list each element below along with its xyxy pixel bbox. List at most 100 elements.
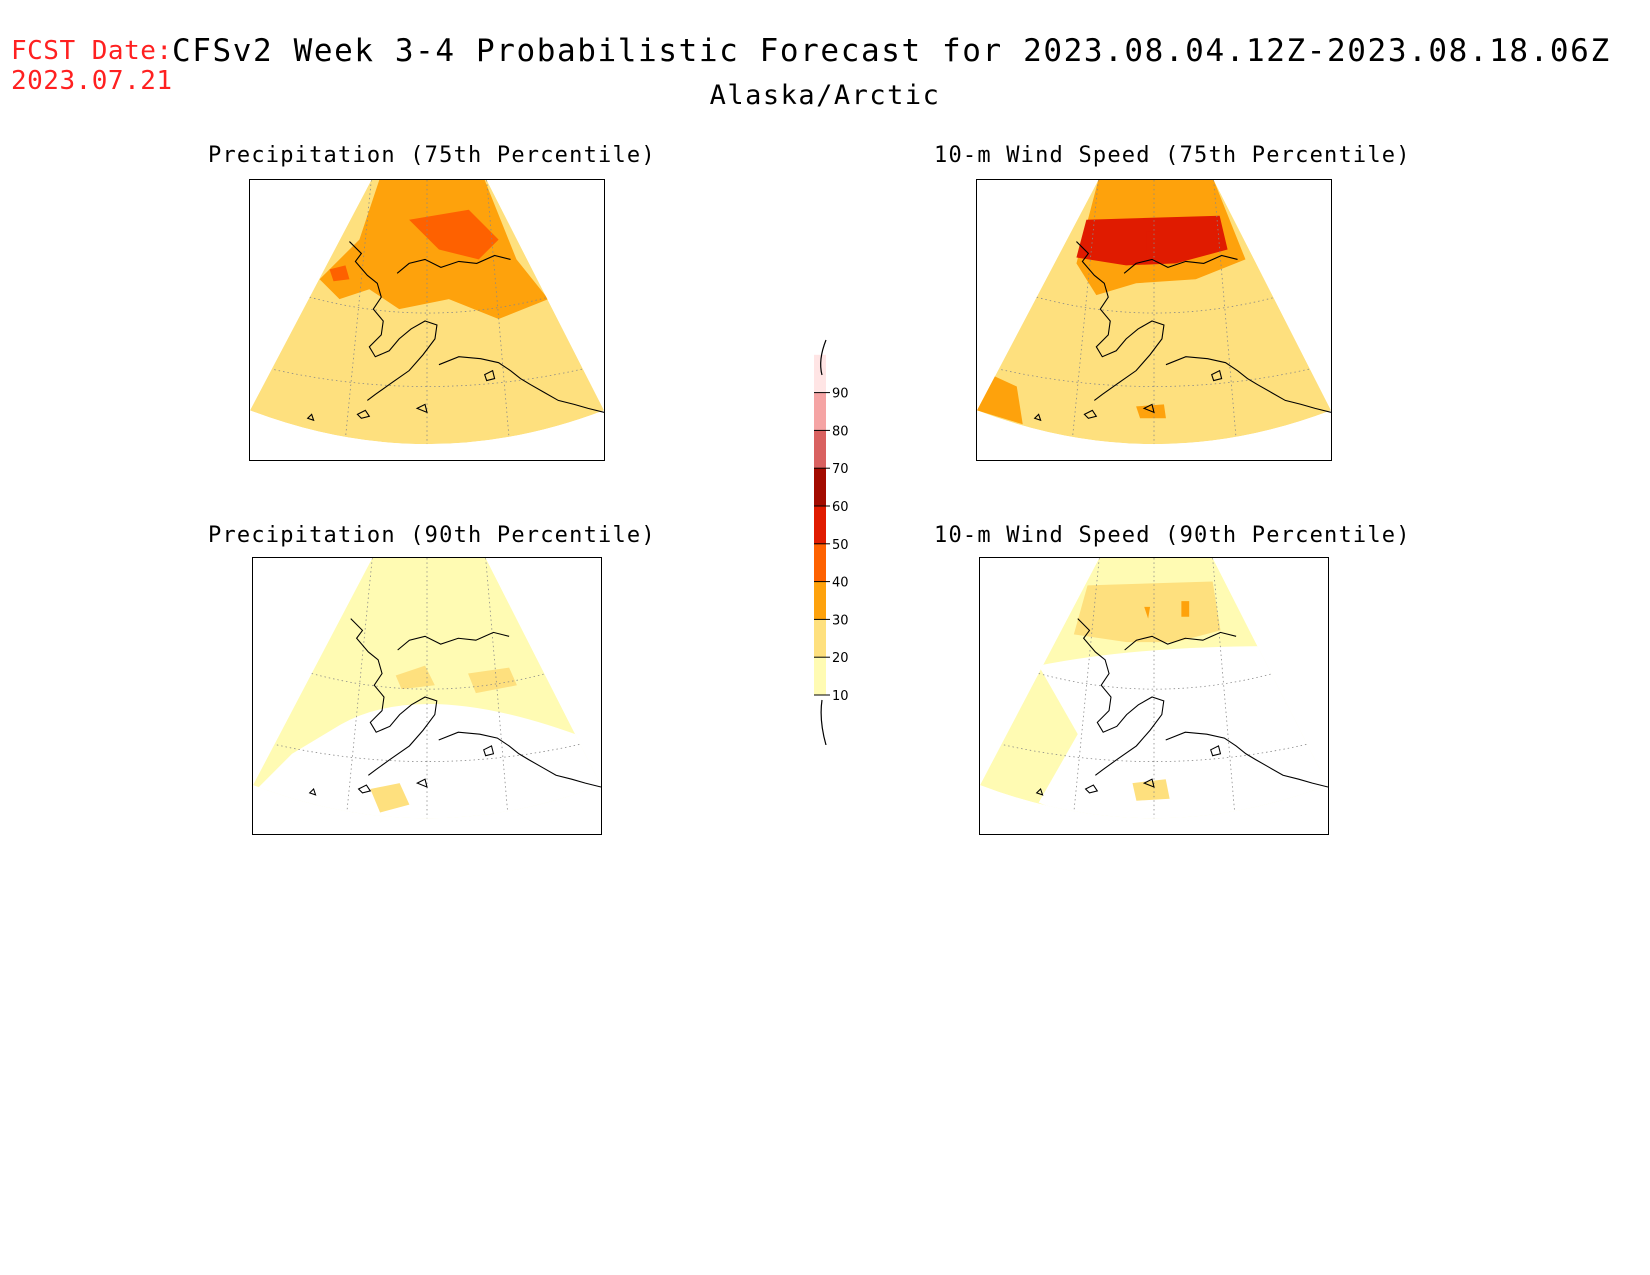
map-svg-precip75: [250, 180, 604, 445]
panel-title-wind75: 10-m Wind Speed (75th Percentile): [934, 143, 1411, 168]
map-svg-precip90: [253, 558, 601, 819]
colorbar-swatch-60: [814, 468, 826, 506]
grid-line-1: [996, 368, 1312, 387]
coastline: [1033, 241, 1331, 422]
island-3: [1210, 745, 1222, 757]
island-1: [1142, 403, 1155, 414]
colorbar-label-50: 50: [832, 538, 849, 553]
peak-probability-area-0: [1144, 606, 1151, 619]
map-panel-precip90: [252, 557, 602, 835]
probability-colorbar: 10 20 30 40 50 60 70 80 90: [814, 339, 849, 745]
colorbar-swatch-40: [814, 543, 826, 582]
coastline: [306, 241, 604, 422]
panel-title-wind90: 10-m Wind Speed (90th Percentile): [934, 523, 1411, 548]
grid-line-4: [1213, 180, 1240, 445]
island-2: [1035, 787, 1044, 796]
grid-line-3: [342, 558, 373, 819]
grid-line-4: [1212, 558, 1239, 819]
base-shading: [977, 180, 1331, 445]
island-1: [415, 778, 428, 788]
map-svg-wind90: [980, 558, 1328, 819]
elevated-probability-area-2: [370, 783, 410, 813]
island-3: [1211, 369, 1223, 382]
grid-line-3: [1068, 180, 1099, 445]
island-0: [1083, 409, 1098, 419]
coastline: [308, 618, 601, 796]
colorbar-swatch-90: [814, 354, 826, 393]
island-1: [1142, 778, 1155, 788]
map-field-precip75: [250, 180, 604, 445]
peak-probability-area-0: [409, 209, 499, 260]
coastline-segment-1: [396, 254, 511, 274]
coastline-segment-2: [438, 731, 601, 788]
fcst-date-label: FCST Date:: [11, 36, 173, 66]
colorbar-swatch-10: [814, 657, 826, 695]
island-0: [356, 409, 371, 419]
fcst-date-value: 2023.07.21: [11, 66, 173, 96]
below-threshold-area-0: [253, 703, 601, 819]
island-2: [1033, 413, 1042, 422]
island-2: [306, 413, 315, 422]
coastline-segment-0: [349, 241, 438, 401]
elevated-probability-area-0: [319, 180, 549, 320]
colorbar-swatch-80: [814, 392, 826, 431]
colorbar-label-70: 70: [832, 462, 849, 477]
colorbar-swatch-20: [814, 619, 826, 658]
coastline-segment-1: [397, 631, 510, 651]
peak-probability-area-1: [1181, 601, 1190, 617]
coastline-segment-0: [1077, 618, 1165, 776]
grid-line-0: [309, 296, 549, 314]
colorbar-label-60: 60: [832, 500, 849, 515]
grid-line-3: [341, 180, 372, 445]
panel-title-precip90: Precipitation (90th Percentile): [208, 523, 656, 548]
grid-line-0: [311, 673, 547, 690]
colorbar-swatch-30: [814, 581, 826, 620]
island-1: [415, 403, 428, 414]
grid-line-1: [272, 743, 582, 762]
island-0: [1084, 784, 1099, 794]
region-subtitle: Alaska/Arctic: [709, 80, 941, 111]
map-panel-wind90: [979, 557, 1329, 835]
coastline-segment-2: [1165, 731, 1328, 788]
grid-line-3: [1069, 558, 1100, 819]
coastline-segment-2: [438, 356, 604, 413]
colorbar-label-20: 20: [832, 651, 849, 666]
base-shading: [250, 180, 604, 445]
map-svg-wind75: [977, 180, 1331, 445]
colorbar-label-30: 30: [832, 613, 849, 628]
island-2: [308, 787, 317, 796]
latlon-grid: [996, 180, 1312, 445]
colorbar-bottom-arc: [820, 699, 827, 745]
page-title: CFSv2 Week 3-4 Probabilistic Forecast fo…: [172, 33, 1611, 69]
latlon-grid: [269, 180, 585, 445]
island-3: [483, 745, 495, 757]
peak-probability-area-1: [1146, 231, 1160, 254]
elevated-probability-area-1: [1132, 779, 1170, 801]
grid-line-1: [999, 743, 1309, 762]
coastline-segment-0: [350, 618, 438, 776]
map-field-wind75: [977, 180, 1331, 445]
map-panel-wind75: [976, 179, 1332, 461]
colorbar-label-10: 10: [832, 689, 849, 704]
island-3: [484, 369, 496, 382]
coastline-segment-1: [1124, 631, 1237, 651]
map-field-wind90: [980, 558, 1328, 819]
colorbar-label-90: 90: [832, 387, 849, 402]
grid-line-4: [485, 558, 512, 819]
grid-line-0: [1036, 296, 1276, 314]
below-threshold-area-0: [1038, 646, 1328, 819]
elevated-probability-area-0: [395, 665, 435, 690]
map-panel-precip75: [249, 179, 605, 461]
island-0: [357, 784, 372, 794]
colorbar-swatch-70: [814, 430, 826, 469]
panel-title-precip75: Precipitation (75th Percentile): [208, 143, 656, 168]
grid-line-0: [1038, 673, 1274, 690]
colorbar-label-80: 80: [832, 424, 849, 439]
grid-line-1: [269, 368, 585, 387]
coastline-segment-1: [1123, 254, 1238, 274]
coastline-segment-2: [1165, 356, 1331, 413]
colorbar-swatch-50: [814, 506, 826, 544]
elevated-probability-area-1: [468, 667, 517, 694]
peak-probability-area-1: [329, 265, 350, 282]
grid-line-4: [486, 180, 513, 445]
